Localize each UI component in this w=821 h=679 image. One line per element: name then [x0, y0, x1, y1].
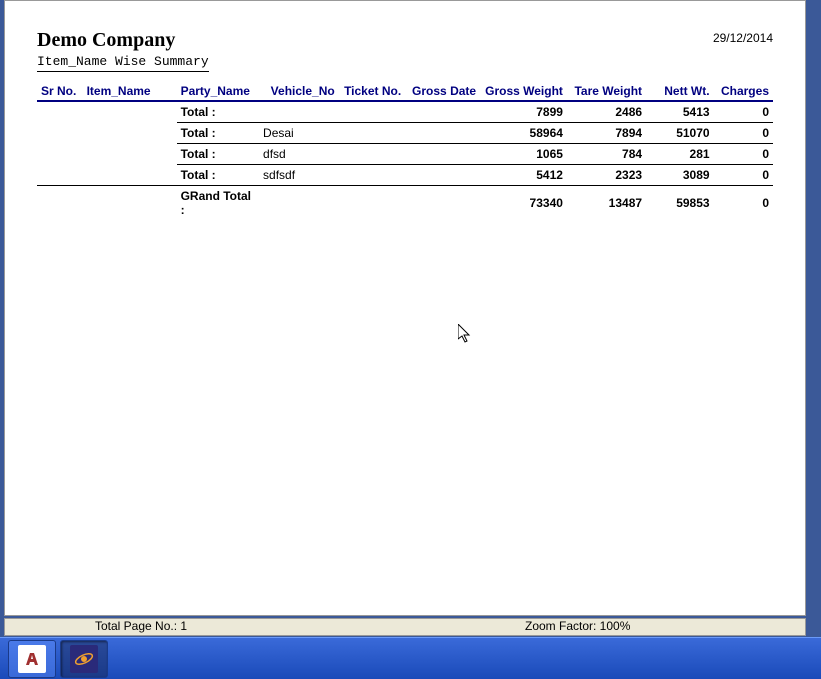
report-content: Demo Company Item_Name Wise Summary 29/1…: [5, 1, 805, 220]
charges-cell: 0: [714, 165, 773, 186]
grand-nett: 59853: [646, 186, 714, 221]
table-row: Total : 7899 2486 5413 0: [37, 101, 773, 123]
report-date: 29/12/2014: [713, 29, 773, 45]
col-party: Party_Name: [177, 82, 259, 101]
total-label: Total :: [177, 101, 259, 123]
report-subtitle: Item_Name Wise Summary: [37, 54, 209, 72]
gross-cell: 1065: [480, 144, 567, 165]
charges-cell: 0: [714, 101, 773, 123]
total-label: Total :: [177, 123, 259, 144]
orbit-icon: [70, 645, 98, 673]
col-nett: Nett Wt.: [646, 82, 714, 101]
taskbar-app-orbit[interactable]: [60, 640, 108, 678]
total-label: Total :: [177, 144, 259, 165]
nett-cell: 5413: [646, 101, 714, 123]
header-left: Demo Company Item_Name Wise Summary: [37, 29, 209, 72]
table-row: Total : Desai 58964 7894 51070 0: [37, 123, 773, 144]
report-page: Demo Company Item_Name Wise Summary 29/1…: [4, 0, 806, 616]
col-grossdate: Gross Date: [405, 82, 480, 101]
taskbar-app-access[interactable]: [8, 640, 56, 678]
table-header-row: Sr No. Item_Name Party_Name Vehicle_No T…: [37, 82, 773, 101]
grand-gross: 73340: [480, 186, 567, 221]
grand-total-row: GRand Total : 73340 13487 59853 0: [37, 186, 773, 221]
status-bar: Total Page No.: 1 Zoom Factor: 100%: [4, 618, 806, 636]
report-table: Sr No. Item_Name Party_Name Vehicle_No T…: [37, 82, 773, 220]
col-item: Item_Name: [83, 82, 177, 101]
nett-cell: 3089: [646, 165, 714, 186]
total-label: Total :: [177, 165, 259, 186]
col-ticket: Ticket No.: [339, 82, 406, 101]
grand-charges: 0: [714, 186, 773, 221]
tare-cell: 7894: [567, 123, 646, 144]
table-body: Total : 7899 2486 5413 0 Total : Desai: [37, 101, 773, 220]
tare-cell: 2486: [567, 101, 646, 123]
gross-cell: 58964: [480, 123, 567, 144]
gross-cell: 5412: [480, 165, 567, 186]
table-row: Total : dfsd 1065 784 281 0: [37, 144, 773, 165]
status-page: Total Page No.: 1: [5, 619, 375, 635]
taskbar: [0, 637, 821, 679]
nett-cell: 51070: [646, 123, 714, 144]
charges-cell: 0: [714, 144, 773, 165]
vehicle-cell: Desai: [259, 123, 339, 144]
col-sr: Sr No.: [37, 82, 83, 101]
gross-cell: 7899: [480, 101, 567, 123]
grand-tare: 13487: [567, 186, 646, 221]
status-zoom: Zoom Factor: 100%: [375, 619, 805, 635]
tare-cell: 784: [567, 144, 646, 165]
vehicle-cell: dfsd: [259, 144, 339, 165]
nett-cell: 281: [646, 144, 714, 165]
col-tarew: Tare Weight: [567, 82, 646, 101]
access-icon: [18, 645, 46, 673]
vehicle-cell: sdfsdf: [259, 165, 339, 186]
col-charges: Charges: [714, 82, 773, 101]
charges-cell: 0: [714, 123, 773, 144]
vehicle-cell: [259, 101, 339, 123]
tare-cell: 2323: [567, 165, 646, 186]
grand-total-label: GRand Total :: [177, 186, 259, 221]
col-vehicle: Vehicle_No: [259, 82, 339, 101]
report-header: Demo Company Item_Name Wise Summary 29/1…: [37, 29, 773, 72]
table-row: Total : sdfsdf 5412 2323 3089 0: [37, 165, 773, 186]
company-title: Demo Company: [37, 29, 209, 52]
col-grossw: Gross Weight: [480, 82, 567, 101]
